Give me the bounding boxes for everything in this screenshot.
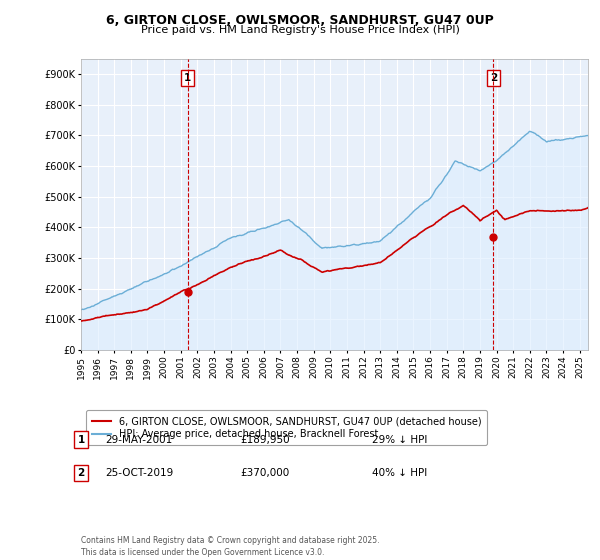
Text: 29% ↓ HPI: 29% ↓ HPI	[372, 435, 427, 445]
Text: 2: 2	[77, 468, 85, 478]
Text: 1: 1	[77, 435, 85, 445]
Text: 2: 2	[490, 73, 497, 83]
Legend: 6, GIRTON CLOSE, OWLSMOOR, SANDHURST, GU47 0UP (detached house), HPI: Average pr: 6, GIRTON CLOSE, OWLSMOOR, SANDHURST, GU…	[86, 410, 487, 445]
Text: Contains HM Land Registry data © Crown copyright and database right 2025.
This d: Contains HM Land Registry data © Crown c…	[81, 536, 380, 557]
Text: 40% ↓ HPI: 40% ↓ HPI	[372, 468, 427, 478]
Text: £370,000: £370,000	[240, 468, 289, 478]
Text: 29-MAY-2001: 29-MAY-2001	[105, 435, 172, 445]
Text: £189,950: £189,950	[240, 435, 290, 445]
Text: 1: 1	[184, 73, 191, 83]
Text: Price paid vs. HM Land Registry's House Price Index (HPI): Price paid vs. HM Land Registry's House …	[140, 25, 460, 35]
Text: 25-OCT-2019: 25-OCT-2019	[105, 468, 173, 478]
Text: 6, GIRTON CLOSE, OWLSMOOR, SANDHURST, GU47 0UP: 6, GIRTON CLOSE, OWLSMOOR, SANDHURST, GU…	[106, 14, 494, 27]
